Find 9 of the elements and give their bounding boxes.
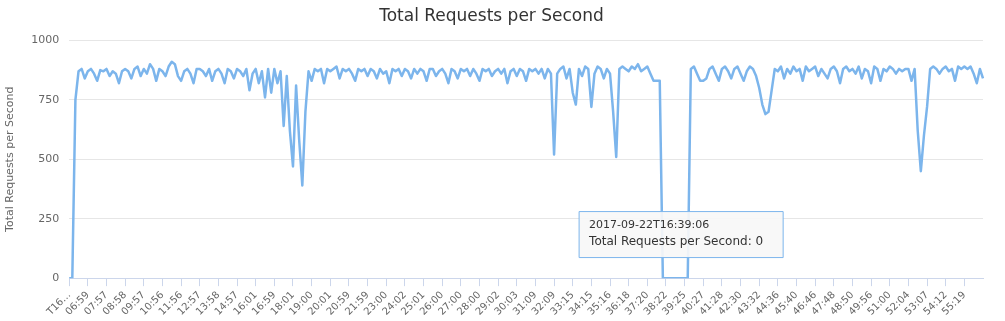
y-tick-label: 1000 — [31, 33, 60, 47]
y-tick-label: 500 — [38, 152, 60, 166]
y-tick-label: 750 — [38, 92, 60, 106]
y-axis-title: Total Requests per Second — [3, 86, 17, 233]
y-tick-label: 250 — [38, 211, 60, 225]
y-tick-label: 0 — [52, 270, 60, 284]
annotation: Total Requests per Second: 0 — [588, 233, 764, 248]
chart-title: Total Requests per Second — [378, 4, 604, 25]
annotation: 2017-09-22T16:39:06 — [589, 218, 710, 232]
